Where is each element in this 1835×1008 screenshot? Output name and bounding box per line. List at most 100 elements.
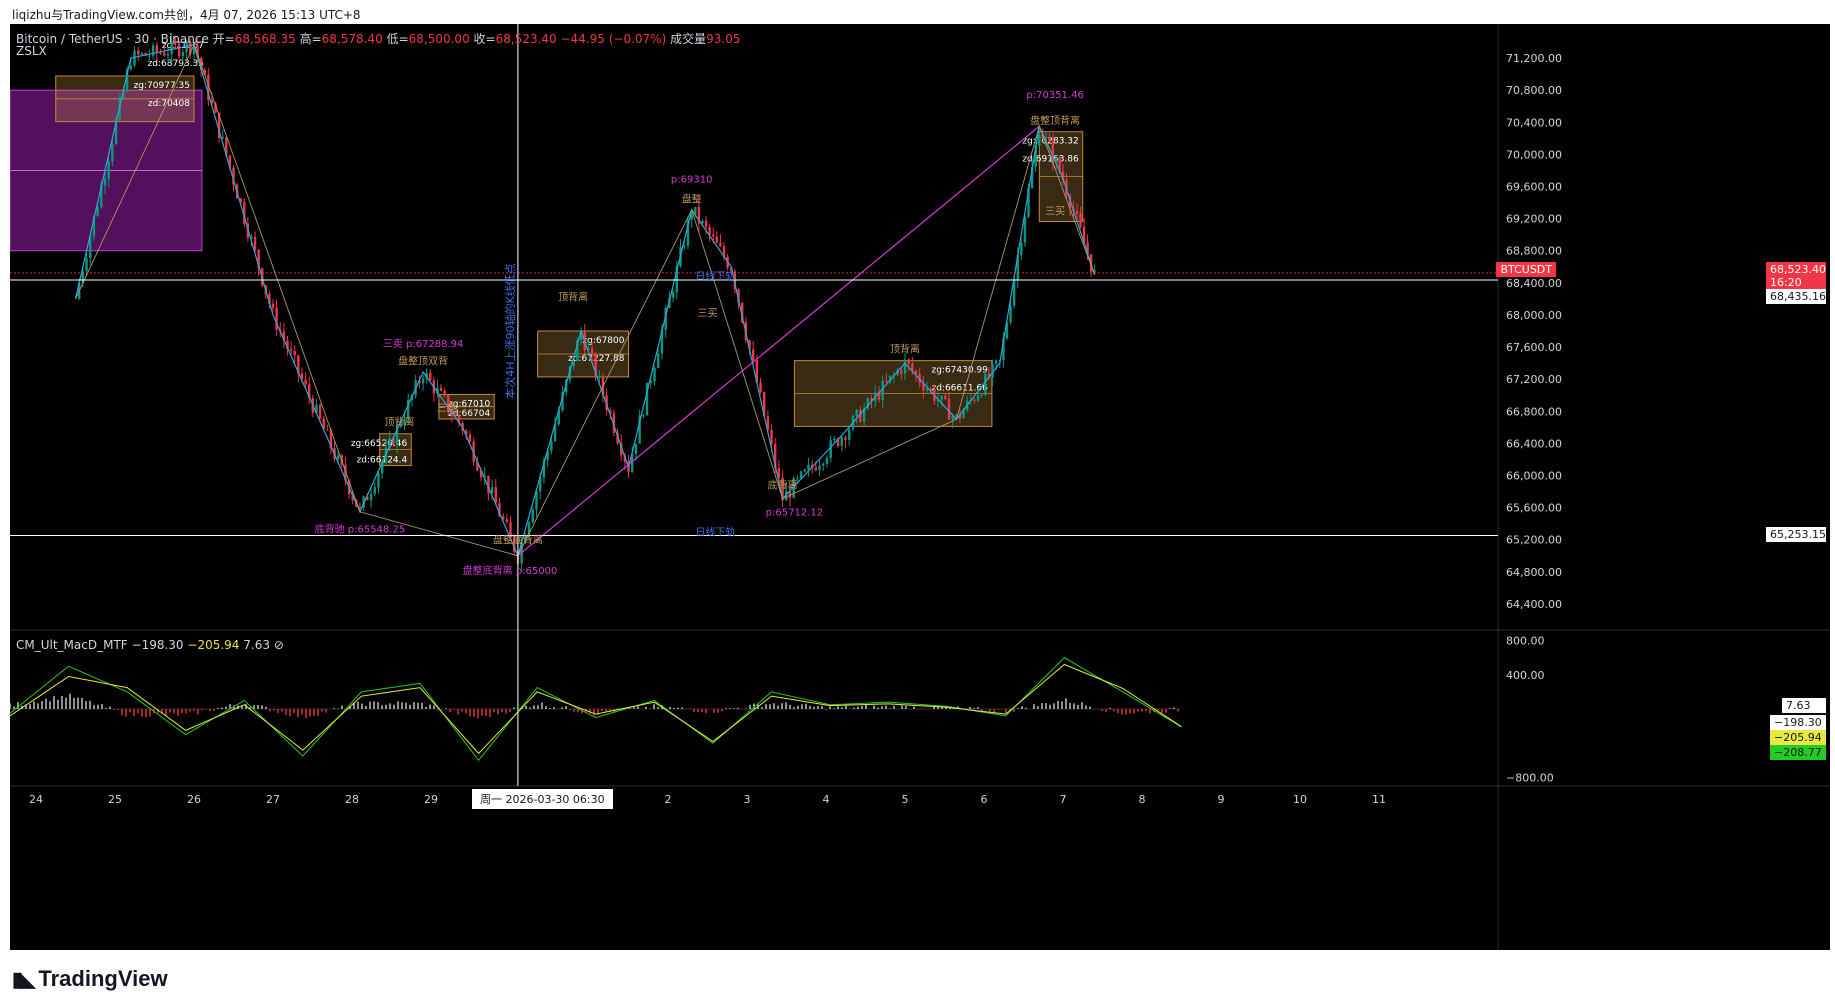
candle-body xyxy=(980,394,983,396)
candle-body xyxy=(590,348,594,355)
y-tick-label: 70,800.00 xyxy=(1506,84,1562,97)
candle-body xyxy=(137,50,140,55)
annotation-label: 三卖 p:67288.94 xyxy=(383,338,464,350)
candle-body xyxy=(829,440,832,458)
candle-body xyxy=(1086,242,1089,255)
close-label: 收= xyxy=(473,32,496,46)
candle-body xyxy=(683,245,686,248)
candle-body xyxy=(148,55,151,57)
annotation-label: 顶背离 xyxy=(558,291,588,304)
candle-body xyxy=(1055,157,1058,164)
candle-body xyxy=(1005,322,1009,339)
candle-body xyxy=(501,516,505,520)
candle-body xyxy=(862,408,866,422)
candle-body xyxy=(785,491,788,501)
macd-y-tick-label: 800.00 xyxy=(1506,635,1545,648)
candle-body xyxy=(170,41,173,55)
candle-body xyxy=(962,410,965,419)
candle-body xyxy=(85,258,88,272)
y-tick-label: 65,600.00 xyxy=(1506,502,1562,515)
candle-body xyxy=(991,363,994,378)
annotation-label: 日线下轨 xyxy=(695,525,735,538)
candle-body xyxy=(96,207,99,216)
candle-body xyxy=(620,443,623,456)
candle-body xyxy=(100,185,103,208)
box-zd-label: zd:70408 xyxy=(148,99,190,109)
candle-body xyxy=(799,471,803,478)
annotation-label: 本次4H上涨90轴的K线低点 xyxy=(503,263,517,398)
candle-body xyxy=(844,437,847,440)
level-price-tag: 65,253.15 xyxy=(1766,527,1826,542)
candle-body xyxy=(421,378,425,384)
candle-body xyxy=(275,307,278,330)
box-zg-label: zg:70977.35 xyxy=(134,81,190,91)
candle-body xyxy=(513,535,516,552)
candle-body xyxy=(322,418,325,430)
candle-body xyxy=(407,399,410,420)
candle-body xyxy=(631,454,634,473)
x-tick-label: 29 xyxy=(424,793,438,806)
x-tick-label: 7 xyxy=(1060,793,1067,806)
macd-hist-tag: 7.63 xyxy=(1782,698,1826,713)
y-tick-label: 71,200.00 xyxy=(1506,52,1562,65)
crosshair-price-tag: 68,435.16 xyxy=(1766,289,1826,304)
candle-body xyxy=(399,425,402,427)
candle-body xyxy=(243,202,246,224)
candle-body xyxy=(293,350,296,356)
chart-panel[interactable]: 71,200.00 70,800.00 70,400.00 70,000.00 69,6… xyxy=(10,24,1830,950)
signal-line xyxy=(10,663,1182,755)
candle-body xyxy=(616,432,619,444)
candle-body xyxy=(836,438,840,446)
countdown-tag: 16:20 xyxy=(1766,275,1826,290)
candle-body xyxy=(505,519,509,523)
candle-body xyxy=(196,45,199,58)
candle-body xyxy=(900,370,903,374)
macd-value-2: −205.94 xyxy=(187,638,240,652)
candle-body xyxy=(759,382,762,393)
candle-body xyxy=(907,359,910,364)
candle-body xyxy=(777,468,781,478)
macd-y-tick-label: 400.00 xyxy=(1506,669,1545,682)
candle-body xyxy=(377,473,380,488)
eye-off-icon[interactable]: ⊘ xyxy=(273,638,284,652)
candle-body xyxy=(855,410,858,417)
candle-body xyxy=(185,42,188,53)
candle-body xyxy=(708,226,711,235)
candle-body xyxy=(866,398,870,409)
y-tick-label: 66,400.00 xyxy=(1506,437,1562,450)
y-tick-label: 64,400.00 xyxy=(1506,598,1562,611)
candle-body xyxy=(531,509,534,523)
candle-body xyxy=(947,398,951,420)
share-caption: liqizhu与TradingView.com共创，4月 07, 2026 15… xyxy=(12,8,361,22)
candle-body xyxy=(1034,145,1037,167)
candle-body xyxy=(553,424,557,442)
annotation-label: 盘整底背离 p:65000 xyxy=(463,564,558,577)
annotation-label: 盘整 xyxy=(682,193,702,206)
candle-body xyxy=(612,413,616,433)
box-zd-label: zd:66611.66 xyxy=(931,384,988,394)
candle-body xyxy=(454,414,457,416)
candle-body xyxy=(181,52,185,57)
candle-body xyxy=(214,103,217,113)
candle-body xyxy=(579,331,583,341)
x-tick-label: 25 xyxy=(108,793,122,806)
macd-b-tag: −205.94 xyxy=(1770,730,1826,745)
candle-body xyxy=(487,475,490,494)
annotation-label: 三买 xyxy=(1045,206,1065,218)
macd-legend[interactable]: CM_Ult_MacD_MTF −198.30 −205.94 7.63 ⊘ xyxy=(16,638,284,652)
volume-value: 93.05 xyxy=(706,32,741,46)
candle-body xyxy=(362,496,365,508)
candle-body xyxy=(129,65,132,70)
candle-body xyxy=(550,441,553,451)
candle-body xyxy=(192,45,196,55)
chart-canvas[interactable]: 71,200.00 70,800.00 70,400.00 70,000.00 69,6… xyxy=(10,24,1830,950)
candle-body xyxy=(443,390,446,396)
candle-body xyxy=(649,381,653,383)
annotation-label: 盘整顶背离 xyxy=(1030,114,1080,127)
symbol-title: Bitcoin / TetherUS · 30 · Binance xyxy=(16,32,209,46)
brand-logo[interactable]: ▮◣ TradingView xyxy=(12,966,168,992)
candle-body xyxy=(587,348,590,351)
y-tick-label: 69,600.00 xyxy=(1506,181,1562,194)
indicator-legend[interactable]: ZSLX xyxy=(16,44,47,58)
candle-body xyxy=(140,53,144,55)
